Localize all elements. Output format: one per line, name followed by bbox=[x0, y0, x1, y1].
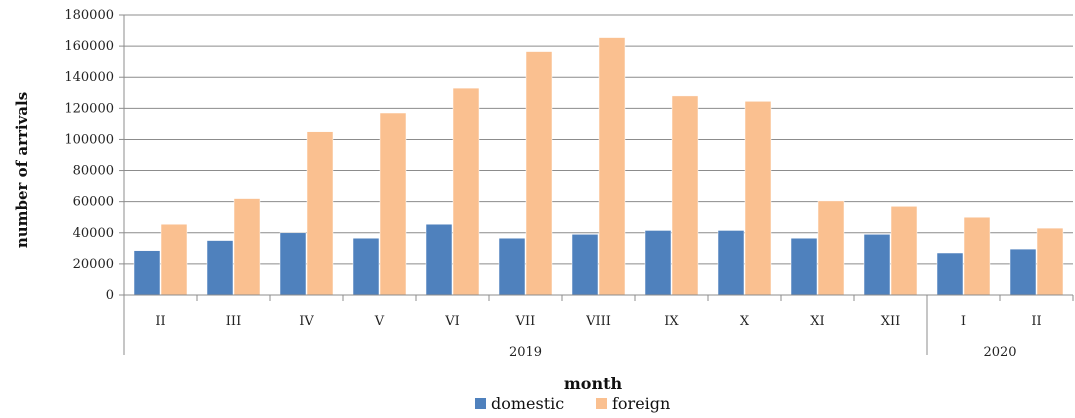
bar-domestic bbox=[863, 234, 891, 296]
bar-foreign bbox=[1036, 227, 1064, 296]
bar-domestic bbox=[133, 250, 161, 296]
x-category-label: II bbox=[155, 314, 165, 329]
bar-domestic bbox=[279, 232, 307, 296]
x-group-label: 2020 bbox=[983, 345, 1016, 360]
x-category-label: VII bbox=[515, 314, 536, 329]
x-category-label: X bbox=[740, 314, 750, 329]
y-tick-label: 40000 bbox=[73, 226, 114, 241]
bar-foreign bbox=[744, 101, 772, 296]
bar-foreign bbox=[452, 87, 480, 296]
x-category-label: I bbox=[961, 314, 966, 329]
bar-domestic bbox=[571, 234, 599, 296]
bar-foreign bbox=[160, 223, 188, 296]
axes bbox=[123, 15, 1074, 301]
bar-domestic bbox=[1009, 248, 1037, 296]
bar-domestic bbox=[644, 230, 672, 296]
y-axis-label: number of arrivals bbox=[13, 92, 31, 248]
x-category-label: V bbox=[374, 314, 385, 329]
y-tick-label: 180000 bbox=[64, 8, 114, 23]
bar-foreign bbox=[671, 95, 699, 296]
y-tick-label: 160000 bbox=[64, 39, 114, 54]
y-tick-label: 140000 bbox=[64, 70, 114, 85]
y-tick-label: 20000 bbox=[73, 257, 114, 272]
y-tick-label: 60000 bbox=[73, 195, 114, 210]
bar-foreign bbox=[817, 200, 845, 296]
bar-domestic bbox=[790, 237, 818, 296]
bar-foreign bbox=[963, 216, 991, 296]
bar-domestic bbox=[498, 237, 526, 296]
y-tick-label: 100000 bbox=[64, 132, 114, 147]
legend-swatch-foreign bbox=[596, 398, 607, 409]
bar-domestic bbox=[717, 230, 745, 296]
bar-foreign bbox=[379, 112, 407, 296]
y-tick-label: 120000 bbox=[64, 101, 114, 116]
x-group-label: 2019 bbox=[509, 345, 542, 360]
bar-domestic bbox=[352, 237, 380, 296]
x-category-labels: II III IV V VI VII VIII IX X XI XII I II bbox=[155, 314, 1041, 329]
x-category-label: IX bbox=[664, 314, 679, 329]
y-tick-labels: 0 20000 40000 60000 80000 100000 120000 140000 1… bbox=[64, 8, 114, 303]
bar-foreign bbox=[233, 198, 261, 296]
x-category-label: III bbox=[226, 314, 241, 329]
legend-swatch-domestic bbox=[475, 398, 486, 409]
legend-label-foreign: foreign bbox=[612, 394, 670, 413]
bar-foreign bbox=[525, 51, 553, 296]
legend-label-domestic: domestic bbox=[491, 394, 564, 413]
y-tick-label: 0 bbox=[106, 288, 114, 303]
bar-foreign bbox=[890, 206, 918, 296]
x-category-label: VIII bbox=[585, 314, 611, 329]
bar-domestic bbox=[206, 240, 234, 296]
y-tick-label: 80000 bbox=[73, 164, 114, 179]
bar-domestic bbox=[936, 252, 964, 296]
x-axis-label: month bbox=[564, 374, 623, 393]
x-category-label: II bbox=[1031, 314, 1041, 329]
x-category-label: XII bbox=[881, 314, 901, 329]
bar-domestic bbox=[425, 223, 453, 296]
x-category-label: IV bbox=[299, 314, 314, 329]
bar-foreign bbox=[306, 131, 334, 296]
bars bbox=[133, 37, 1064, 296]
x-group-labels: 2019 2020 bbox=[123, 295, 1017, 360]
legend: domestic foreign bbox=[475, 394, 670, 413]
bar-foreign bbox=[598, 37, 626, 296]
x-category-label: VI bbox=[444, 314, 460, 329]
x-category-label: XI bbox=[810, 314, 824, 329]
